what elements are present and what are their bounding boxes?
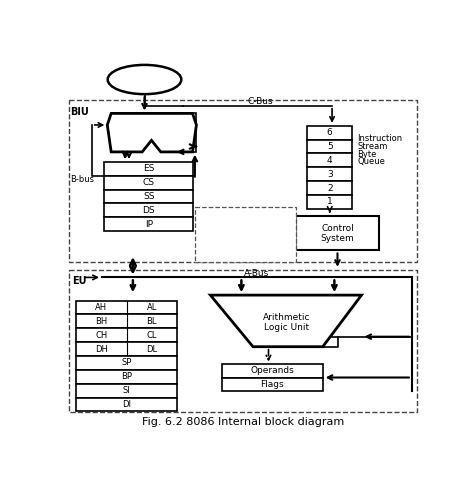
Bar: [76, 384, 177, 398]
Text: SS: SS: [143, 192, 155, 201]
Bar: [296, 216, 379, 251]
Bar: [69, 270, 417, 412]
Text: 3: 3: [327, 170, 333, 179]
Text: BL: BL: [146, 317, 157, 326]
Text: 4: 4: [327, 156, 333, 165]
Bar: [104, 190, 193, 203]
Bar: [222, 364, 323, 378]
Text: AH: AH: [95, 303, 108, 312]
Text: DL: DL: [146, 344, 157, 354]
Bar: [179, 114, 196, 152]
Text: Control: Control: [321, 224, 354, 233]
Bar: [76, 342, 177, 356]
Bar: [307, 140, 352, 154]
Bar: [104, 162, 193, 176]
Text: 1: 1: [327, 198, 333, 206]
Bar: [307, 181, 352, 195]
Text: 2: 2: [327, 184, 333, 193]
Bar: [104, 203, 193, 217]
Text: Stream: Stream: [357, 142, 388, 151]
Bar: [104, 176, 193, 190]
Text: Byte: Byte: [357, 150, 377, 159]
Text: Operands: Operands: [250, 367, 294, 375]
Text: DI: DI: [122, 400, 131, 409]
Bar: [69, 100, 417, 262]
Polygon shape: [107, 114, 196, 152]
Bar: [307, 126, 352, 140]
Text: SI: SI: [123, 386, 130, 395]
Text: Fig. 6.2 8086 Internal block diagram: Fig. 6.2 8086 Internal block diagram: [142, 417, 344, 427]
Text: Queue: Queue: [357, 157, 385, 167]
Ellipse shape: [108, 65, 182, 94]
Text: EU: EU: [72, 276, 87, 286]
Bar: [76, 356, 177, 370]
Text: A-Bus: A-Bus: [244, 269, 270, 278]
Bar: [76, 370, 177, 384]
Bar: [195, 207, 296, 262]
Bar: [222, 378, 323, 391]
Text: System: System: [320, 234, 355, 243]
Bar: [76, 398, 177, 412]
Bar: [76, 314, 177, 328]
Text: 6: 6: [327, 128, 333, 137]
Text: SP: SP: [121, 358, 132, 368]
Text: Memory: Memory: [126, 71, 163, 80]
Text: Arithmetic: Arithmetic: [263, 313, 310, 322]
Text: Logic Unit: Logic Unit: [264, 323, 309, 332]
Text: DS: DS: [143, 206, 155, 215]
Text: BIU: BIU: [70, 107, 89, 117]
Text: 5: 5: [327, 142, 333, 151]
Bar: [307, 154, 352, 167]
Text: Interface: Interface: [124, 79, 165, 88]
Text: IP: IP: [145, 220, 153, 229]
Bar: [104, 217, 193, 231]
Text: Flags: Flags: [261, 380, 284, 388]
Bar: [76, 328, 177, 342]
Text: BP: BP: [121, 372, 132, 381]
Bar: [76, 300, 177, 314]
Text: CL: CL: [146, 331, 157, 340]
Text: BH: BH: [95, 317, 108, 326]
Text: Σ: Σ: [146, 120, 158, 138]
Text: ES: ES: [143, 164, 155, 173]
Text: C-Bus: C-Bus: [248, 98, 273, 106]
Text: B-bus: B-bus: [70, 175, 94, 184]
Text: CH: CH: [95, 331, 108, 340]
Bar: [307, 195, 352, 209]
Polygon shape: [210, 295, 362, 347]
Text: DH: DH: [95, 344, 108, 354]
Text: AL: AL: [146, 303, 157, 312]
Text: Instruction: Instruction: [357, 134, 403, 143]
Bar: [307, 167, 352, 181]
Text: CS: CS: [143, 178, 155, 187]
